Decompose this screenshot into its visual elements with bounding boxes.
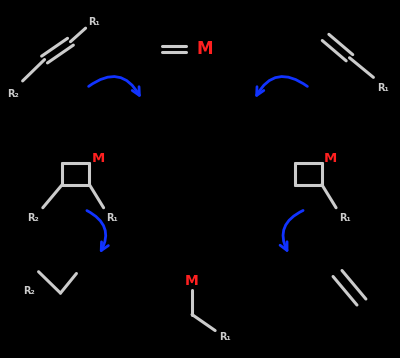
Text: R₁: R₁: [339, 213, 351, 223]
Text: M: M: [324, 152, 337, 165]
Text: R₂: R₂: [7, 90, 18, 100]
Text: R₂: R₂: [23, 286, 34, 296]
Text: R₁: R₁: [378, 83, 389, 93]
Text: M: M: [196, 40, 213, 58]
Text: R₁: R₁: [219, 332, 230, 342]
Text: M: M: [185, 274, 199, 287]
Text: R₁: R₁: [88, 17, 100, 27]
Text: M: M: [92, 152, 105, 165]
Text: R₁: R₁: [106, 213, 118, 223]
Text: R₂: R₂: [27, 213, 39, 223]
